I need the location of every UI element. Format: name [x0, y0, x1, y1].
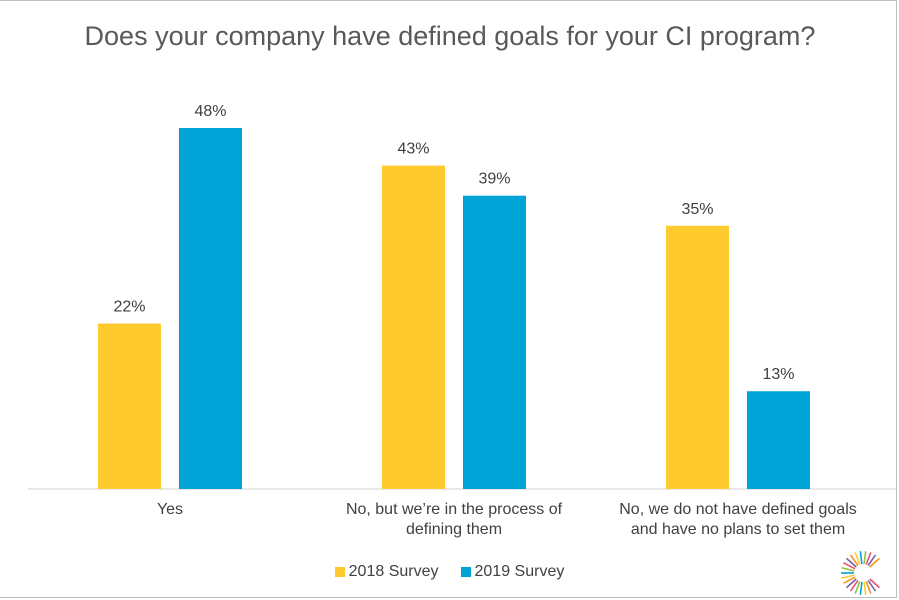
x-tick-label: and have no plans to set them: [631, 521, 845, 538]
bar-2019-survey-cat2: [747, 391, 810, 489]
logo-ray: [854, 581, 861, 594]
logo-ray: [859, 551, 863, 565]
legend-swatch-2019: [460, 567, 471, 577]
x-tick-label: defining them: [406, 521, 502, 538]
legend-swatch-2018: [334, 567, 345, 577]
data-label: 13%: [762, 366, 794, 383]
logo-ray: [865, 552, 872, 565]
logo-ray: [859, 581, 863, 595]
legend: 2018 Survey 2019 Survey: [0, 563, 899, 581]
logo-ray: [865, 581, 872, 594]
logo-ray: [841, 566, 855, 572]
logo-ray: [863, 581, 867, 595]
bar-2019-survey-cat1: [463, 195, 526, 489]
logo-ray: [849, 554, 859, 567]
data-label: 48%: [194, 103, 226, 120]
logo-ray: [854, 552, 861, 565]
data-label: 39%: [478, 171, 510, 188]
logo-ray: [841, 574, 855, 580]
logo-ray: [867, 579, 877, 592]
legend-label-2018: 2018 Survey: [348, 563, 439, 580]
bar-2018-survey-cat1: [382, 165, 445, 489]
bar-2018-survey-cat0: [98, 323, 161, 489]
data-label: 22%: [113, 299, 145, 316]
data-label: 43%: [397, 141, 429, 158]
legend-item-2019: 2019 Survey: [460, 563, 565, 581]
bar-2019-survey-cat0: [179, 128, 242, 489]
logo-ray: [843, 562, 856, 570]
brand-logo-icon: [841, 551, 880, 595]
logo-ray: [843, 576, 856, 584]
logo-ray: [863, 551, 867, 565]
logo-ray: [867, 554, 877, 567]
x-tick-label: Yes: [157, 501, 183, 518]
data-label: 35%: [681, 201, 713, 218]
x-tick-label: No, but we’re in the process of: [346, 501, 563, 518]
x-tick-label: No, we do not have defined goals: [619, 501, 857, 518]
logo-ray: [869, 578, 880, 589]
legend-label-2019: 2019 Survey: [474, 563, 565, 580]
logo-ray: [869, 557, 880, 568]
bar-2018-survey-cat2: [666, 225, 729, 490]
legend-item-2018: 2018 Survey: [334, 563, 439, 581]
logo-ray: [846, 557, 857, 568]
logo-ray: [846, 578, 857, 589]
chart-title: Does your company have defined goals for…: [84, 21, 816, 51]
logo-ray: [849, 579, 859, 592]
